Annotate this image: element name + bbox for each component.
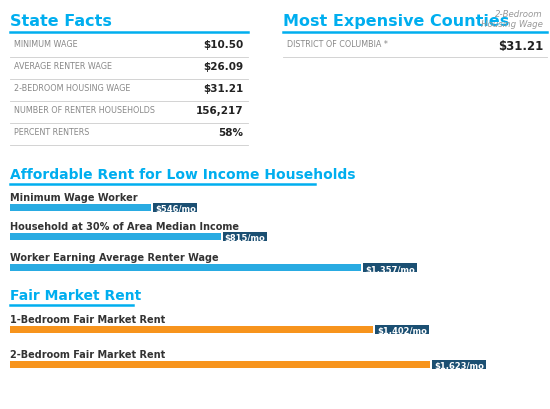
Text: $815/mo: $815/mo: [224, 234, 265, 243]
Text: State Facts: State Facts: [10, 14, 112, 29]
Bar: [10, 264, 361, 271]
Text: $1,402/mo: $1,402/mo: [377, 327, 427, 336]
Text: Household at 30% of Area Median Income: Household at 30% of Area Median Income: [10, 221, 239, 231]
Bar: [375, 325, 429, 334]
Bar: [223, 232, 267, 241]
Text: AVERAGE RENTER WAGE: AVERAGE RENTER WAGE: [14, 62, 112, 71]
Bar: [10, 361, 430, 368]
Text: $26.09: $26.09: [203, 62, 243, 72]
Text: $31.21: $31.21: [498, 40, 543, 53]
Bar: [363, 263, 417, 272]
Text: Minimum Wage Worker: Minimum Wage Worker: [10, 193, 138, 202]
Text: 2-Bedroom
Housing Wage: 2-Bedroom Housing Wage: [481, 10, 543, 29]
Text: Worker Earning Average Renter Wage: Worker Earning Average Renter Wage: [10, 252, 219, 262]
Text: Most Expensive Counties: Most Expensive Counties: [283, 14, 509, 29]
Text: PERCENT RENTERS: PERCENT RENTERS: [14, 128, 89, 137]
Text: Affordable Rent for Low Income Households: Affordable Rent for Low Income Household…: [10, 168, 355, 182]
Text: $546/mo: $546/mo: [155, 205, 196, 214]
Text: 2-BEDROOM HOUSING WAGE: 2-BEDROOM HOUSING WAGE: [14, 84, 130, 93]
Bar: [10, 234, 221, 240]
Text: Fair Market Rent: Fair Market Rent: [10, 288, 141, 302]
Bar: [10, 204, 151, 211]
Text: 156,217: 156,217: [195, 106, 243, 116]
Text: 2-Bedroom Fair Market Rent: 2-Bedroom Fair Market Rent: [10, 349, 165, 359]
Bar: [432, 360, 486, 369]
Bar: [153, 204, 197, 213]
Text: 58%: 58%: [218, 128, 243, 138]
Text: $1,623/mo: $1,623/mo: [434, 362, 484, 371]
Text: DISTRICT OF COLUMBIA *: DISTRICT OF COLUMBIA *: [287, 40, 388, 49]
Text: MINIMUM WAGE: MINIMUM WAGE: [14, 40, 78, 49]
Text: $31.21: $31.21: [203, 84, 243, 94]
Text: 1-Bedroom Fair Market Rent: 1-Bedroom Fair Market Rent: [10, 314, 165, 324]
Bar: [10, 326, 373, 333]
Text: $10.50: $10.50: [203, 40, 243, 50]
Text: NUMBER OF RENTER HOUSEHOLDS: NUMBER OF RENTER HOUSEHOLDS: [14, 106, 155, 115]
Text: $1,357/mo: $1,357/mo: [365, 265, 415, 274]
